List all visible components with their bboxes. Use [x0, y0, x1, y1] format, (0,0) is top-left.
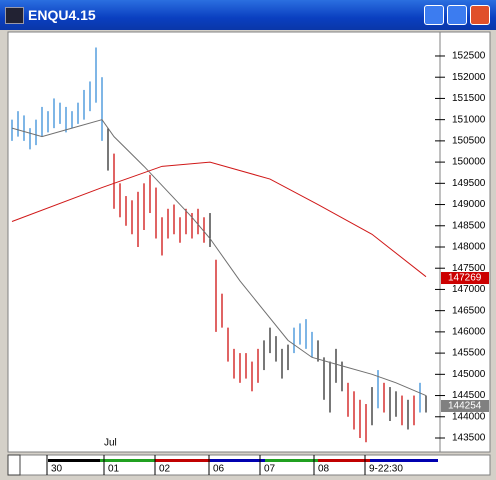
x-tick-label: 9-22:30 — [369, 464, 403, 475]
last-price-label: 147269 — [448, 273, 482, 284]
y-tick-label: 148500 — [452, 220, 486, 231]
y-tick-label: 148000 — [452, 242, 486, 253]
y-tick-label: 147500 — [452, 263, 486, 274]
y-tick-label: 144000 — [452, 411, 486, 422]
y-tick-label: 147000 — [452, 284, 486, 295]
x-tick-label: 08 — [318, 464, 330, 475]
y-tick-label: 152000 — [452, 72, 486, 83]
price-axis — [439, 31, 491, 453]
y-tick-label: 144500 — [452, 390, 486, 401]
x-tick-label: 02 — [159, 464, 171, 475]
y-tick-label: 150500 — [452, 136, 486, 147]
y-tick-label: 151500 — [452, 93, 486, 104]
y-tick-label: 146000 — [452, 327, 486, 338]
title-bar: ENQU4.15 — [0, 0, 496, 30]
plot-area — [7, 31, 441, 453]
scroll-box[interactable] — [7, 454, 21, 476]
close-button[interactable] — [470, 5, 490, 25]
y-tick-label: 145500 — [452, 348, 486, 359]
y-tick-label: 149500 — [452, 178, 486, 189]
y-tick-label: 145000 — [452, 369, 486, 380]
moving-average — [11, 119, 427, 397]
last-price-box — [441, 399, 489, 412]
chart: 143500 144000 144500 145000 145500 146000 1465… — [4, 30, 492, 476]
maximize-button[interactable] — [447, 5, 467, 25]
x-tick-label: 30 — [51, 464, 63, 475]
app-icon — [5, 7, 24, 24]
y-tick-label: 146500 — [452, 305, 486, 316]
last-price-label: 144254 — [448, 401, 482, 412]
y-tick-label: 149000 — [452, 199, 486, 210]
x-tick-label: 07 — [264, 464, 276, 475]
month-label: Jul — [104, 438, 117, 449]
time-axis — [7, 454, 491, 476]
moving-average — [11, 161, 427, 278]
y-tick-label: 143500 — [452, 433, 486, 444]
time-color-bar — [48, 459, 438, 462]
x-tick-label: 06 — [213, 464, 225, 475]
last-price-box — [441, 272, 489, 285]
minimize-button[interactable] — [424, 5, 444, 25]
x-tick-label: 01 — [108, 464, 120, 475]
y-tick-label: 151000 — [452, 114, 486, 125]
y-tick-label: 150000 — [452, 157, 486, 168]
window-title: ENQU4.15 — [28, 7, 96, 23]
y-tick-label: 152500 — [452, 51, 486, 62]
